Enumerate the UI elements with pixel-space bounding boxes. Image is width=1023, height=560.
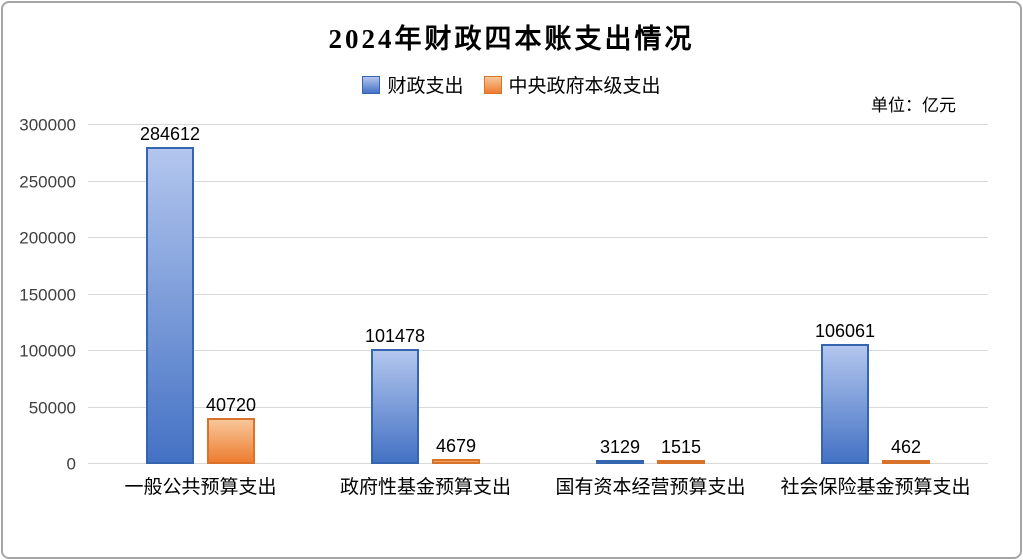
x-axis-category-label: 社会保险基金预算支出 [780,477,971,498]
bar-cell: 40720 [205,125,257,464]
gridline [88,406,988,408]
legend-label: 财政支出 [387,76,464,97]
bar-cell: 1515 [657,125,705,464]
legend-swatch-icon [362,75,381,94]
y-axis-tick-label: 0 [66,454,76,474]
chart-title: 2024年财政四本账支出情况 [328,24,695,54]
legend-item[interactable]: 财政支出 [362,71,464,98]
gridline [88,180,988,182]
data-label: 106061 [814,321,876,342]
gridline [88,463,988,464]
gridline [88,124,988,125]
unit-label: 单位：亿元 [871,96,956,115]
bar-cell: 284612 [140,125,200,464]
data-label: 462 [890,437,922,457]
y-axis-tick-label: 200000 [19,228,76,248]
bar-cell: 3129 [596,125,644,464]
bar[interactable] [146,147,194,464]
data-label: 4679 [435,435,477,456]
x-axis-category-label: 一般公共预算支出 [124,477,277,498]
bar[interactable] [657,460,705,464]
bar-group: 284612 40720 [88,125,313,464]
plot-area: 284612 40720 101478 4679 3129 1515 106061 462 0… [19,117,988,473]
data-label: 101478 [364,326,426,347]
bar[interactable] [207,418,255,464]
y-axis-tick-label: 250000 [19,172,76,191]
gridline [88,293,988,295]
bar[interactable] [882,460,930,464]
y-axis-tick-label: 150000 [19,285,76,304]
x-axis-labels: 一般公共预算支出 政府性基金预算支出 国有资本经营预算支出 社会保险基金预算支出 [88,472,988,499]
legend: 财政支出 中央政府本级支出 [3,71,1020,98]
gridline [88,350,988,351]
x-axis-category-label: 国有资本经营预算支出 [555,477,746,498]
bar-cell: 101478 [365,125,425,464]
y-axis-tick-label: 100000 [19,341,76,361]
y-axis-tick-label: 300000 [19,115,76,135]
bar-cell: 106061 [815,125,875,464]
legend-label: 中央政府本级支出 [508,76,661,97]
data-label: 3129 [599,437,641,457]
bar-cell: 462 [882,125,930,464]
bar[interactable] [596,460,644,464]
data-label: 284612 [139,124,201,144]
bar-group: 101478 4679 [313,125,538,464]
y-axis-tick-label: 50000 [28,398,76,417]
bar-group: 106061 462 [763,125,988,464]
bar[interactable] [432,458,480,464]
bar-cell: 4679 [432,125,480,464]
legend-swatch-icon [483,75,502,94]
bar-groups: 284612 40720 101478 4679 3129 1515 106061 462 [88,125,988,464]
bar[interactable] [371,349,419,464]
bar-group: 3129 1515 [538,125,763,464]
gridline [88,237,988,238]
legend-item[interactable]: 中央政府本级支出 [483,71,661,98]
x-axis-category-label: 政府性基金预算支出 [339,477,511,498]
bar[interactable] [821,344,869,464]
data-label: 40720 [205,395,257,415]
data-label: 1515 [660,437,702,457]
